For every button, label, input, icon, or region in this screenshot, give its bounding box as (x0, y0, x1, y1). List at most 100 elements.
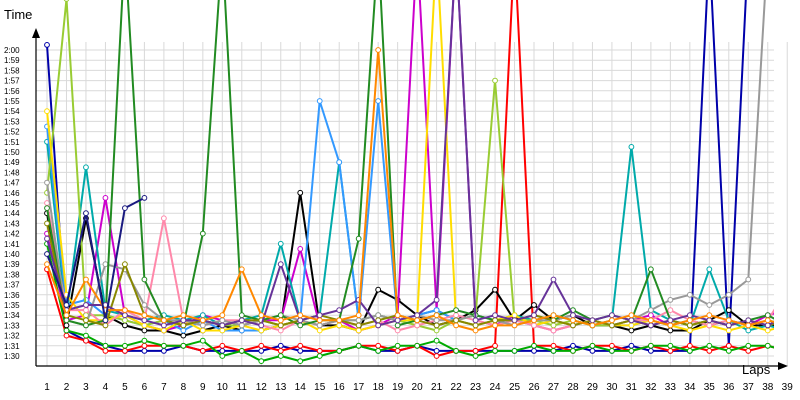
data-point (297, 317, 304, 324)
data-point (199, 230, 206, 237)
data-point (375, 47, 382, 53)
data-point (355, 322, 362, 329)
y-tick-label: 1:55 (4, 97, 20, 106)
data-point (375, 286, 382, 293)
x-tick-label: 9 (200, 382, 206, 393)
data-point (706, 302, 713, 308)
plot-area (44, 0, 774, 365)
data-point (316, 312, 323, 319)
data-point (628, 322, 635, 329)
data-point (122, 205, 128, 212)
data-point (686, 327, 693, 334)
data-point (628, 144, 635, 150)
x-tick-label: 12 (256, 382, 268, 393)
data-point (141, 322, 148, 329)
x-tick-label: 2 (64, 382, 70, 393)
data-point (492, 286, 498, 293)
x-tick-label: 36 (723, 382, 735, 393)
data-point (394, 312, 401, 319)
data-point (647, 266, 654, 273)
data-point (472, 322, 479, 329)
x-tick-label: 34 (684, 382, 696, 393)
series-line (46, 0, 747, 352)
data-point (160, 348, 167, 354)
data-point (277, 342, 284, 349)
data-point (589, 322, 596, 329)
data-point (686, 312, 693, 319)
data-point (44, 261, 50, 268)
series-3 (44, 240, 774, 365)
data-point (550, 327, 557, 334)
data-point (609, 342, 615, 349)
data-point (531, 317, 537, 324)
data-point (725, 307, 732, 314)
data-point (219, 342, 226, 349)
data-point (83, 276, 89, 283)
data-point (375, 348, 382, 354)
data-point (706, 266, 713, 273)
series-line (46, 0, 774, 327)
data-point (238, 317, 245, 324)
data-point (277, 322, 284, 329)
data-point (63, 0, 70, 2)
data-point (141, 348, 148, 354)
y-tick-label: 1:53 (4, 117, 20, 126)
axes (32, 28, 788, 370)
data-point (297, 342, 304, 349)
data-point (570, 342, 576, 349)
data-point (238, 322, 245, 329)
y-tick-label: 1:50 (4, 148, 20, 157)
data-point (258, 342, 265, 349)
data-point (355, 342, 362, 349)
y-tick-label: 1:37 (4, 281, 20, 290)
data-point (336, 317, 343, 324)
data-point (550, 348, 557, 354)
x-tick-label: 8 (181, 382, 187, 393)
data-point (647, 312, 654, 319)
data-point (745, 317, 752, 324)
data-point (472, 327, 479, 334)
x-tick-label: 14 (295, 382, 307, 393)
data-point (745, 327, 752, 334)
data-point (316, 327, 323, 334)
data-point (433, 317, 440, 324)
x-tick-label: 23 (470, 382, 482, 393)
data-point (453, 312, 459, 319)
x-tick-label: 30 (606, 382, 618, 393)
x-tick-label: 16 (334, 382, 346, 393)
data-point (706, 317, 713, 324)
data-point (44, 42, 50, 48)
data-point (297, 322, 304, 329)
data-point (667, 317, 674, 324)
y-tick-label: 1:51 (4, 138, 20, 147)
y-axis-arrow (32, 28, 40, 38)
data-point (160, 327, 167, 334)
data-point (160, 215, 167, 222)
x-tick-label: 38 (762, 382, 774, 393)
data-point (83, 337, 89, 344)
data-point (706, 342, 713, 349)
data-point (492, 317, 498, 324)
y-tick-label: 1:33 (4, 321, 20, 330)
data-point (764, 342, 771, 349)
y-tick-label: 1:31 (4, 342, 20, 351)
data-point (180, 317, 187, 324)
x-tick-labels: 1 2 3 4 5 6 7 8 9 10 11 12 13 14 15 16 17 18 19 20 21 22 23 24 2… (44, 382, 793, 393)
x-tick-label: 29 (587, 382, 599, 393)
y-tick-label: 2:00 (4, 46, 20, 55)
y-axis-title: Time (4, 7, 32, 22)
data-point (122, 307, 128, 314)
data-point (83, 302, 89, 308)
data-point (180, 327, 187, 334)
x-tick-label: 24 (489, 382, 501, 393)
data-point (238, 312, 245, 319)
data-point (667, 327, 674, 334)
data-point (725, 317, 732, 324)
data-point (258, 348, 265, 354)
data-point (550, 322, 557, 329)
data-point (550, 312, 557, 319)
x-tick-label: 10 (217, 382, 229, 393)
data-point (180, 322, 187, 329)
series-line (46, 49, 774, 332)
data-point (414, 342, 421, 349)
